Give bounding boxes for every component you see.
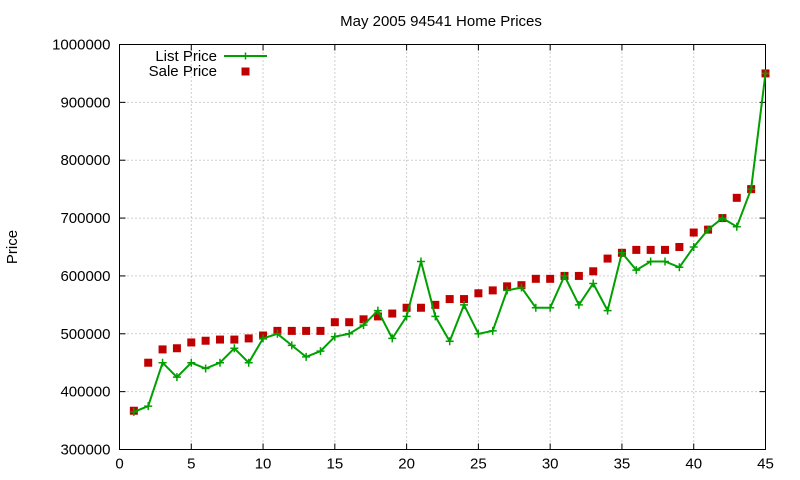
- sale-price-point: [589, 267, 597, 275]
- sale-price-point: [690, 229, 698, 237]
- sale-price-point: [417, 304, 425, 312]
- sale-price-point: [202, 337, 210, 345]
- sale-price-point: [159, 345, 167, 353]
- legend-marker-sale-price: [242, 68, 250, 76]
- x-tick-label: 40: [685, 456, 702, 473]
- list-price-line: [134, 73, 766, 412]
- y-tick-label: 500000: [60, 326, 110, 343]
- list-price-point: [431, 312, 439, 320]
- sale-price-point: [647, 246, 655, 254]
- sale-price-point: [489, 286, 497, 294]
- list-price-point: [417, 257, 425, 265]
- sale-price-point: [288, 327, 296, 335]
- sale-price-point: [345, 318, 353, 326]
- chart-title: May 2005 94541 Home Prices: [340, 13, 542, 30]
- sale-price-point: [173, 344, 181, 352]
- y-tick-label: 300000: [60, 442, 110, 459]
- sale-price-point: [546, 275, 554, 283]
- sale-price-point: [302, 327, 310, 335]
- x-tick-label: 45: [757, 456, 774, 473]
- sale-price-point: [604, 255, 612, 263]
- list-price-point: [474, 330, 482, 338]
- x-tick-label: 0: [115, 456, 123, 473]
- sale-price-point: [632, 246, 640, 254]
- list-price-point: [546, 304, 554, 312]
- sale-price-point: [316, 327, 324, 335]
- sale-price-point: [331, 318, 339, 326]
- legend-label-sale-price: Sale Price: [149, 63, 217, 80]
- x-tick-label: 25: [470, 456, 487, 473]
- sale-price-point: [187, 338, 195, 346]
- sale-price-point: [661, 246, 669, 254]
- legend-marker-list-price: [242, 53, 249, 60]
- sale-price-point: [245, 334, 253, 342]
- list-price-point: [604, 307, 612, 315]
- y-tick-label: 1000000: [52, 37, 110, 54]
- x-tick-label: 20: [398, 456, 415, 473]
- sale-price-point: [388, 310, 396, 318]
- series-sale-price: [130, 69, 770, 414]
- x-tick-label: 15: [326, 456, 343, 473]
- sale-price-point: [230, 336, 238, 344]
- y-tick-label: 400000: [60, 384, 110, 401]
- y-axis-label: Price: [4, 230, 21, 264]
- series-layer: [130, 69, 770, 415]
- y-tick-label: 600000: [60, 268, 110, 285]
- sale-price-point: [474, 289, 482, 297]
- list-price-point: [446, 337, 454, 345]
- x-tick-label: 35: [614, 456, 631, 473]
- legend: List Price Sale Price: [149, 48, 267, 80]
- sale-price-point: [675, 243, 683, 251]
- y-tick-label: 800000: [60, 152, 110, 169]
- x-tick-label: 5: [187, 456, 195, 473]
- y-tick-label: 900000: [60, 94, 110, 111]
- y-tick-label: 700000: [60, 210, 110, 227]
- sale-price-point: [216, 336, 224, 344]
- x-tick-label: 10: [255, 456, 272, 473]
- sale-price-point: [575, 272, 583, 280]
- list-price-point: [202, 365, 210, 373]
- sale-price-point: [144, 359, 152, 367]
- sale-price-point: [446, 295, 454, 303]
- x-tick-label: 30: [542, 456, 559, 473]
- sale-price-point: [733, 194, 741, 202]
- series-list-price: [130, 69, 770, 415]
- list-price-point: [661, 257, 669, 265]
- list-price-point: [144, 402, 152, 410]
- sale-price-point: [532, 275, 540, 283]
